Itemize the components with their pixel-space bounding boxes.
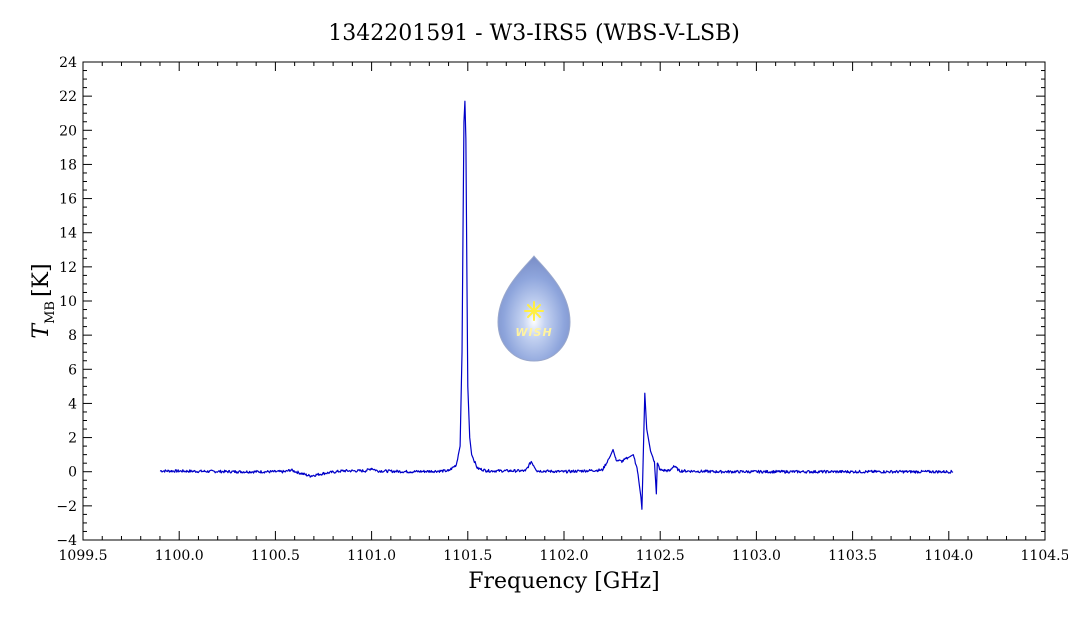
- y-tick-label: −4: [56, 533, 77, 549]
- y-tick-label: 22: [59, 89, 77, 105]
- y-tick-label: 6: [68, 362, 77, 378]
- y-label-sub: MB: [43, 301, 58, 324]
- y-tick-label: 14: [59, 226, 77, 242]
- axis-ticks: [82, 61, 1046, 541]
- y-tick-label: 16: [59, 192, 77, 208]
- y-axis-label: TMB [K]: [29, 263, 58, 338]
- x-tick-label: 1104.0: [924, 548, 973, 564]
- y-tick-label: 4: [68, 396, 77, 412]
- y-tick-label: −2: [56, 499, 77, 515]
- x-tick-label: 1104.5: [1021, 548, 1068, 564]
- x-tick-label: 1102.5: [636, 548, 685, 564]
- y-tick-label: 20: [59, 123, 77, 139]
- x-tick-label: 1101.0: [347, 548, 396, 564]
- y-tick-label: 0: [68, 465, 77, 481]
- wish-logo: WISH: [497, 255, 571, 362]
- svg-text:TMB[K]: TMB [K]: [29, 263, 58, 338]
- x-tick-label: 1100.5: [251, 548, 300, 564]
- logo-text: WISH: [515, 326, 552, 339]
- x-axis-label: Frequency [GHz]: [468, 569, 660, 594]
- y-tick-label: 18: [59, 157, 77, 173]
- x-tick-label: 1100.0: [155, 548, 204, 564]
- y-tick-label: 2: [68, 431, 77, 447]
- x-tick-label: 1099.5: [59, 548, 108, 564]
- y-tick-label: 12: [59, 260, 77, 276]
- x-tick-label: 1103.5: [828, 548, 877, 564]
- y-tick-label: 8: [68, 328, 77, 344]
- y-label-unit: [K]: [29, 263, 54, 297]
- series-line: [159, 100, 954, 510]
- chart-title: 1342201591 - W3-IRS5 (WBS-V-LSB): [328, 21, 740, 46]
- x-tick-label: 1101.5: [443, 548, 492, 564]
- y-tick-label: 24: [59, 55, 77, 71]
- x-tick-label: 1103.0: [732, 548, 781, 564]
- y-label-main: T: [29, 322, 54, 339]
- star-icon: [524, 301, 544, 321]
- x-tick-label: 1102.0: [540, 548, 589, 564]
- x-tick-labels: 1099.5 1100.0 1100.5 1101.0 1101.5 1102.0 1102…: [59, 548, 1068, 564]
- y-tick-label: 10: [59, 294, 77, 310]
